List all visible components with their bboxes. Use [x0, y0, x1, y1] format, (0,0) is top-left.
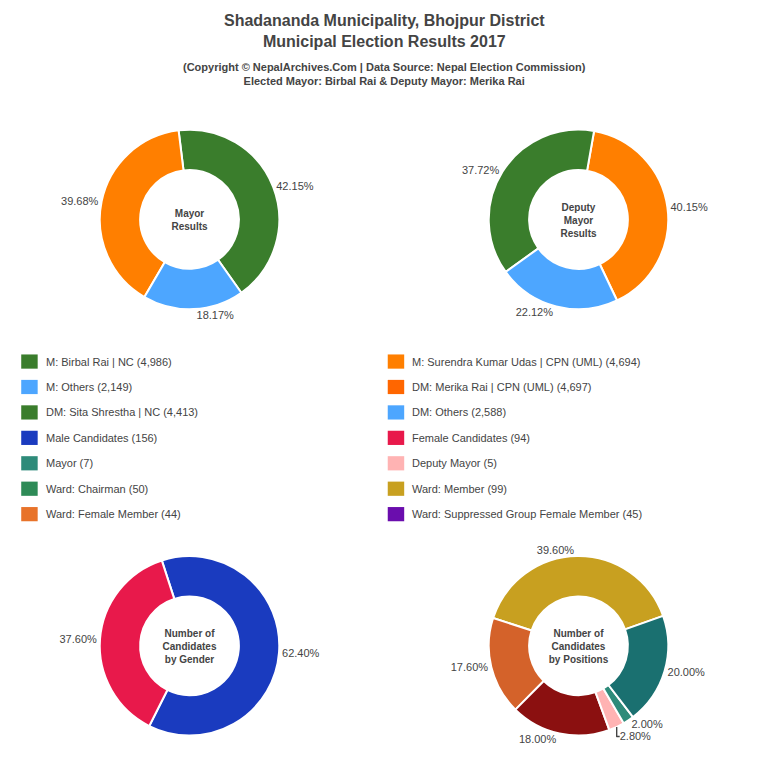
svg-text:Number ofCandidatesby Gender: Number ofCandidatesby Gender: [163, 628, 217, 665]
svg-text:DeputyMayorResults: DeputyMayorResults: [560, 202, 597, 239]
svg-text:37.60%: 37.60%: [59, 633, 97, 645]
svg-text:Mayor (7): Mayor (7): [46, 457, 93, 469]
svg-text:39.68%: 39.68%: [61, 195, 99, 207]
svg-text:18.00%: 18.00%: [519, 733, 557, 745]
svg-text:Male Candidates (156): Male Candidates (156): [46, 432, 157, 444]
svg-text:22.12%: 22.12%: [516, 306, 554, 318]
svg-text:Ward: Chairman (50): Ward: Chairman (50): [46, 483, 148, 495]
svg-text:MayorResults: MayorResults: [171, 208, 208, 232]
svg-text:37.72%: 37.72%: [462, 164, 500, 176]
svg-text:17.60%: 17.60%: [451, 661, 489, 673]
svg-text:Female Candidates (94): Female Candidates (94): [412, 432, 530, 444]
svg-text:DM: Merika Rai | CPN (UML) (4,: DM: Merika Rai | CPN (UML) (4,697): [412, 381, 592, 393]
svg-text:2.80%: 2.80%: [620, 730, 651, 742]
svg-text:Ward: Member (99): Ward: Member (99): [412, 483, 507, 495]
svg-text:M: Others (2,149): M: Others (2,149): [46, 381, 132, 393]
svg-text:42.15%: 42.15%: [276, 180, 314, 192]
svg-text:40.15%: 40.15%: [670, 201, 708, 213]
svg-text:Number ofCandidatesby Position: Number ofCandidatesby Positions: [549, 628, 609, 665]
svg-text:M: Surendra Kumar Udas | CPN (: M: Surendra Kumar Udas | CPN (UML) (4,69…: [412, 356, 640, 368]
svg-text:2.00%: 2.00%: [631, 718, 662, 730]
svg-text:DM: Others (2,588): DM: Others (2,588): [412, 406, 506, 418]
svg-text:18.17%: 18.17%: [197, 309, 235, 321]
svg-text:DM: Sita Shrestha | NC (4,413): DM: Sita Shrestha | NC (4,413): [46, 406, 198, 418]
svg-text:M: Birbal Rai | NC (4,986): M: Birbal Rai | NC (4,986): [46, 356, 172, 368]
svg-text:(Copyright © NepalArchives.Com: (Copyright © NepalArchives.Com | Data So…: [183, 61, 586, 87]
svg-text:39.60%: 39.60%: [537, 544, 575, 556]
svg-text:Ward: Suppressed Group Female: Ward: Suppressed Group Female Member (45…: [412, 508, 642, 520]
svg-text:Deputy Mayor (5): Deputy Mayor (5): [412, 457, 497, 469]
svg-text:62.40%: 62.40%: [282, 647, 320, 659]
svg-text:Shadananda Municipality, Bhojp: Shadananda Municipality, Bhojpur Distric…: [224, 12, 545, 50]
svg-text:Ward: Female Member (44): Ward: Female Member (44): [46, 508, 181, 520]
svg-text:20.00%: 20.00%: [668, 666, 706, 678]
